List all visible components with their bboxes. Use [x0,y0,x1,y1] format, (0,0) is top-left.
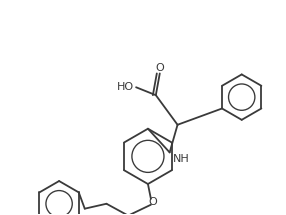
Text: HO: HO [117,82,134,92]
Text: NH: NH [173,154,190,164]
Text: O: O [148,197,157,207]
Text: O: O [155,63,164,72]
